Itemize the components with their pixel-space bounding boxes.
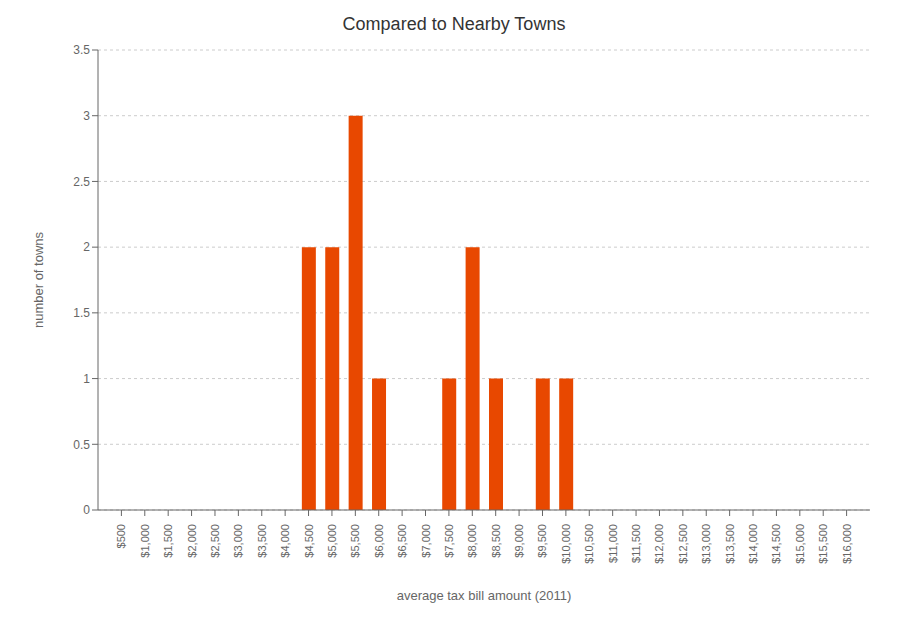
svg-text:$5,000: $5,000	[326, 524, 338, 558]
svg-text:3.5: 3.5	[73, 43, 90, 57]
svg-text:$5,500: $5,500	[349, 524, 361, 558]
svg-text:number of towns: number of towns	[31, 231, 46, 328]
svg-text:1.5: 1.5	[73, 306, 90, 320]
svg-text:$3,000: $3,000	[232, 524, 244, 558]
svg-text:$6,500: $6,500	[396, 524, 408, 558]
svg-text:$12,000: $12,000	[653, 524, 665, 564]
svg-text:$4,000: $4,000	[279, 524, 291, 558]
svg-text:$3,500: $3,500	[256, 524, 268, 558]
svg-text:$9,000: $9,000	[513, 524, 525, 558]
svg-text:2.5: 2.5	[73, 175, 90, 189]
svg-text:$6,000: $6,000	[373, 524, 385, 558]
svg-text:0: 0	[83, 503, 90, 517]
svg-text:$14,500: $14,500	[770, 524, 782, 564]
svg-text:$8,000: $8,000	[466, 524, 478, 558]
svg-text:$11,500: $11,500	[630, 524, 642, 563]
svg-text:$7,000: $7,000	[420, 524, 432, 558]
svg-text:$13,500: $13,500	[724, 524, 736, 564]
svg-text:$8,500: $8,500	[490, 524, 502, 558]
svg-text:3: 3	[83, 109, 90, 123]
svg-text:average tax bill amount (2011): average tax bill amount (2011)	[397, 588, 572, 603]
svg-text:$14,000: $14,000	[747, 524, 759, 564]
svg-text:$12,500: $12,500	[677, 524, 689, 564]
svg-text:1: 1	[83, 372, 90, 386]
svg-text:$15,500: $15,500	[817, 524, 829, 564]
svg-text:$16,000: $16,000	[841, 524, 853, 564]
svg-text:$11,000: $11,000	[607, 524, 619, 563]
svg-text:$2,000: $2,000	[186, 524, 198, 558]
svg-text:0.5: 0.5	[73, 438, 90, 452]
svg-text:$2,500: $2,500	[209, 524, 221, 558]
svg-text:$15,000: $15,000	[794, 524, 806, 564]
svg-text:2: 2	[83, 240, 90, 254]
svg-text:$13,000: $13,000	[700, 524, 712, 564]
svg-text:$1,500: $1,500	[162, 524, 174, 558]
svg-text:$500: $500	[115, 524, 127, 548]
svg-text:$10,000: $10,000	[560, 524, 572, 564]
svg-text:$4,500: $4,500	[303, 524, 315, 558]
svg-text:$1,000: $1,000	[139, 524, 151, 558]
html-text:Compared to Nearby Towns: Compared to Nearby Towns	[342, 14, 566, 34]
svg-text:$10,500: $10,500	[583, 524, 595, 564]
svg-text:$9,500: $9,500	[536, 524, 548, 558]
svg-text:$7,500: $7,500	[443, 524, 455, 558]
